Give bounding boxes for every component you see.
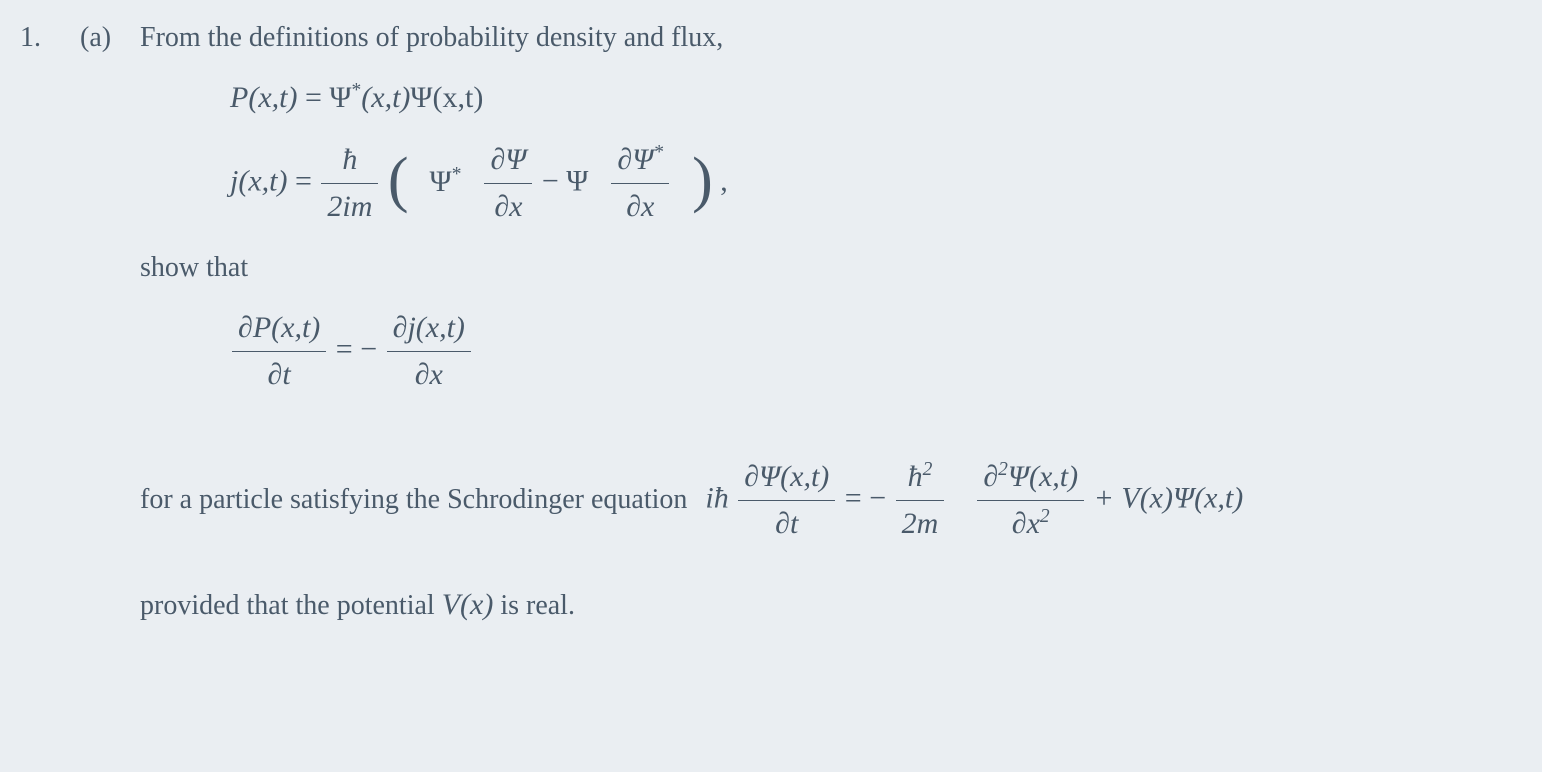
dpsistar-num: ∂Ψ* bbox=[611, 139, 669, 184]
equals-neg-2: = − bbox=[845, 481, 894, 514]
hbar-over-2im: ħ 2im bbox=[321, 139, 378, 228]
equation-continuity: ∂P(x,t) ∂t = − ∂j(x,t) ∂x bbox=[230, 307, 1502, 396]
plus-V-psi: + V(x)Ψ(x,t) bbox=[1094, 481, 1244, 514]
dP-dt: ∂P(x,t) ∂t bbox=[232, 307, 326, 396]
page-content: 1. (a) From the definitions of probabili… bbox=[0, 0, 1542, 646]
schrodinger-text: for a particle satisfying the Schrodinge… bbox=[140, 480, 687, 519]
sch-lhs-num: ∂Ψ(x,t) bbox=[738, 456, 835, 501]
psi-second: Ψ(x,t) bbox=[410, 81, 483, 114]
right-paren-icon: ) bbox=[692, 149, 713, 211]
equals-neg: = − bbox=[336, 333, 385, 366]
hbar-sq-num: ħ2 bbox=[896, 456, 945, 501]
j-lhs: j(x,t) bbox=[230, 165, 287, 198]
dx-den-3: ∂x bbox=[387, 352, 471, 396]
psi-star-2: Ψ* bbox=[430, 165, 462, 198]
potential-V: V(x) bbox=[442, 588, 494, 621]
dt-den: ∂t bbox=[232, 352, 326, 396]
dpsi-num: ∂Ψ bbox=[484, 139, 532, 184]
psi-star: Ψ* bbox=[329, 81, 361, 114]
dx-den-2: ∂x bbox=[611, 184, 669, 228]
intro-text: From the definitions of probability dens… bbox=[140, 18, 1502, 57]
dj-dx: ∂j(x,t) ∂x bbox=[387, 307, 471, 396]
is-real-text: is real. bbox=[500, 590, 575, 621]
dpsi-dx: ∂Ψ ∂x bbox=[484, 139, 532, 228]
hbar2-over-2m: ħ2 2m bbox=[896, 456, 945, 545]
dP-num: ∂P(x,t) bbox=[232, 307, 326, 352]
equals-sign-2: = bbox=[295, 165, 319, 198]
dj-num: ∂j(x,t) bbox=[387, 307, 471, 352]
equation-probability-flux: j(x,t) = ħ 2im ( Ψ* ∂Ψ ∂x − Ψ ∂Ψ* ∂x ) , bbox=[230, 139, 1502, 228]
psi-plain: Ψ bbox=[566, 165, 588, 198]
equation-probability-density: P(x,t) = Ψ*(x,t)Ψ(x,t) bbox=[230, 77, 1502, 119]
d2psi-num: ∂2Ψ(x,t) bbox=[977, 456, 1084, 501]
sch-lhs-den: ∂t bbox=[738, 501, 835, 545]
left-paren-icon: ( bbox=[388, 149, 409, 211]
dx2-den: ∂x2 bbox=[977, 501, 1084, 545]
hbar-num: ħ bbox=[321, 139, 378, 184]
provided-line: provided that the potential V(x) is real… bbox=[140, 584, 1502, 626]
equation-schrodinger: iħ ∂Ψ(x,t) ∂t = − ħ2 2m ∂2Ψ(x,t) ∂x2 + V… bbox=[705, 456, 1243, 545]
psi-star-args: (x,t) bbox=[361, 81, 410, 114]
dpsi-dt: ∂Ψ(x,t) ∂t bbox=[738, 456, 835, 545]
d2psi-dx2: ∂2Ψ(x,t) ∂x2 bbox=[977, 456, 1084, 545]
show-that-text: show that bbox=[140, 248, 1502, 287]
ihbar: iħ bbox=[705, 481, 728, 514]
dpsistar-dx: ∂Ψ* ∂x bbox=[611, 139, 669, 228]
two-m-den: 2m bbox=[896, 501, 945, 545]
equals-sign: = bbox=[305, 81, 329, 114]
trailing-comma: , bbox=[720, 165, 728, 198]
dx-den: ∂x bbox=[484, 184, 532, 228]
question-number: 1. bbox=[20, 18, 80, 57]
two-im-den: 2im bbox=[321, 184, 378, 228]
schrodinger-line: for a particle satisfying the Schrodinge… bbox=[140, 456, 1502, 545]
question-header-row: 1. (a) From the definitions of probabili… bbox=[20, 18, 1502, 57]
minus-sign: − bbox=[542, 165, 566, 198]
P-lhs: P(x,t) bbox=[230, 81, 297, 114]
question-part: (a) bbox=[80, 18, 140, 57]
provided-text: provided that the potential bbox=[140, 590, 435, 621]
